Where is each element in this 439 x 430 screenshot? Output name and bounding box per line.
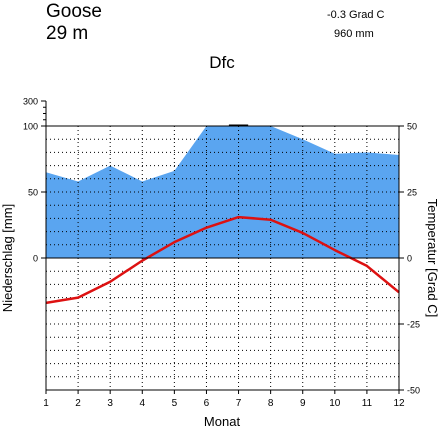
left-tick-label: 0	[33, 254, 38, 264]
x-tick-label: 2	[75, 398, 81, 409]
mean-temperature: -0.3 Grad C	[327, 9, 385, 21]
x-tick-label: 5	[172, 398, 178, 409]
grid	[46, 126, 399, 390]
climate-class: Dfc	[209, 53, 235, 72]
axes	[41, 100, 404, 394]
left-axis-label: Niederschlag [mm]	[0, 204, 15, 312]
x-tick-label: 1	[43, 398, 49, 409]
right-tick-label: 25	[407, 188, 417, 198]
right-tick-label: 50	[407, 122, 417, 132]
x-tick-label: 9	[300, 398, 306, 409]
x-axis-label: Monat	[204, 414, 241, 429]
station-name: Goose	[46, 1, 102, 22]
left-tick-label: 100	[23, 122, 38, 132]
annual-precipitation: 960 mm	[334, 28, 374, 40]
x-tick-label: 12	[393, 398, 405, 409]
x-tick-label: 7	[236, 398, 242, 409]
x-tick-label: 3	[107, 398, 113, 409]
right-tick-label: 0	[407, 254, 412, 264]
station-elevation: 29 m	[46, 23, 88, 44]
x-tick-label: 4	[139, 398, 145, 409]
right-tick-label: -50	[407, 386, 420, 396]
right-axis-label: Temperatur [Grad C]	[425, 199, 439, 318]
x-tick-label: 11	[362, 398, 373, 409]
x-tick-label: 6	[204, 398, 210, 409]
x-tick-label: 8	[268, 398, 274, 409]
right-tick-label: -25	[407, 320, 420, 330]
temperature-line	[45, 215, 400, 305]
left-tick-label: 300	[23, 97, 38, 107]
temperature-line-layer	[45, 215, 400, 305]
left-tick-label: 50	[28, 188, 38, 198]
x-tick-label: 10	[329, 398, 341, 409]
